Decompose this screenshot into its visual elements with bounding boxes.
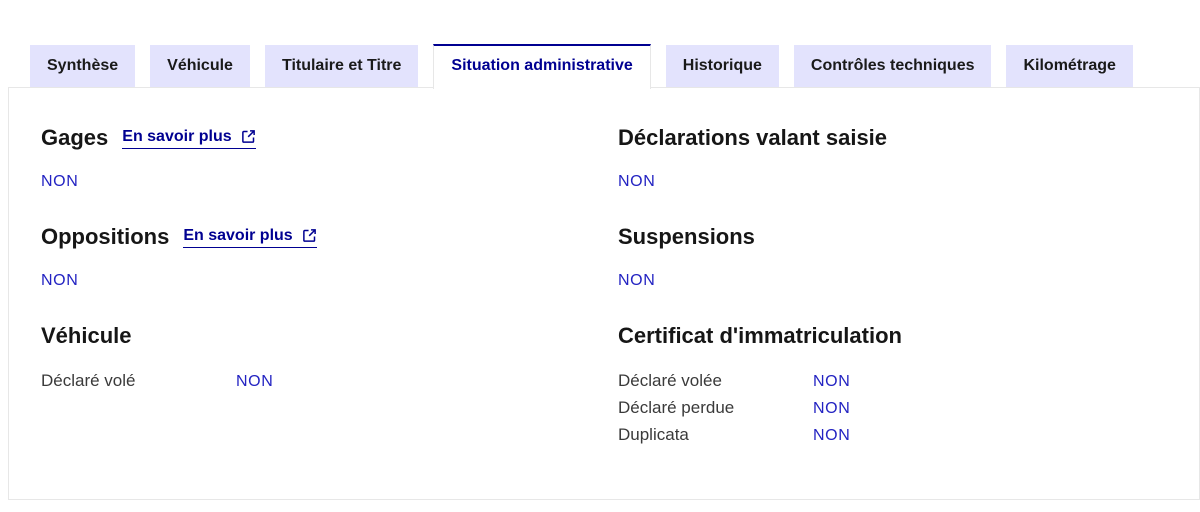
- vehicule-rows: Déclaré volé NON: [41, 368, 590, 395]
- status-value: NON: [813, 400, 851, 417]
- row-label: Déclaré volée: [618, 371, 722, 390]
- section-heading-row: Suspensions: [618, 223, 1167, 251]
- status-value: NON: [236, 373, 274, 390]
- section-title-suspensions: Suspensions: [618, 224, 755, 249]
- section-suspensions: Suspensions NON: [618, 223, 1167, 291]
- tab-kilometrage[interactable]: Kilométrage: [1006, 45, 1133, 87]
- tab-situation-administrative[interactable]: Situation administrative: [433, 44, 651, 89]
- section-title-certificat: Certificat d'immatriculation: [618, 323, 902, 348]
- right-column: Déclarations valant saisie NON Suspensio…: [618, 124, 1167, 480]
- section-vehicule: Véhicule Déclaré volé NON: [41, 322, 590, 395]
- status-value: NON: [813, 373, 851, 390]
- certificat-rows: Déclaré volée NON Déclaré perdue NON Dup…: [618, 368, 1167, 449]
- tab-bar: Synthèse Véhicule Titulaire et Titre Sit…: [0, 0, 1200, 89]
- section-title-gages: Gages: [41, 125, 109, 150]
- external-link-icon: [302, 229, 316, 242]
- row-label: Déclaré volé: [41, 371, 136, 390]
- suspensions-status-value: NON: [618, 272, 656, 289]
- tab-controles-techniques[interactable]: Contrôles techniques: [793, 45, 992, 87]
- section-gages: Gages En savoir plus NON: [41, 124, 590, 192]
- sections-grid: Gages En savoir plus NON: [9, 88, 1199, 480]
- section-oppositions: Oppositions En savoir plus NON: [41, 223, 590, 291]
- section-heading-row: Gages En savoir plus: [41, 124, 590, 152]
- section-title-vehicule: Véhicule: [41, 323, 132, 348]
- left-column: Gages En savoir plus NON: [41, 124, 590, 480]
- gages-status-value: NON: [41, 173, 79, 190]
- section-title-declarations: Déclarations valant saisie: [618, 125, 888, 150]
- section-heading-row: Certificat d'immatriculation: [618, 322, 1167, 350]
- tab-vehicule[interactable]: Véhicule: [150, 45, 250, 87]
- oppositions-en-savoir-plus-link[interactable]: En savoir plus: [183, 226, 317, 248]
- table-row: Déclaré volée NON: [618, 368, 1167, 395]
- section-heading-row: Véhicule: [41, 322, 590, 350]
- gages-en-savoir-plus-link[interactable]: En savoir plus: [122, 127, 256, 149]
- content-panel: Gages En savoir plus NON: [8, 87, 1200, 500]
- section-heading-row: Oppositions En savoir plus: [41, 223, 590, 251]
- section-declarations-valant-saisie: Déclarations valant saisie NON: [618, 124, 1167, 192]
- tab-titulaire-et-titre[interactable]: Titulaire et Titre: [264, 45, 419, 87]
- tab-synthese[interactable]: Synthèse: [30, 45, 136, 87]
- declarations-status-value: NON: [618, 173, 656, 190]
- oppositions-status-value: NON: [41, 272, 79, 289]
- table-row: Déclaré volé NON: [41, 368, 590, 395]
- external-link-icon: [241, 130, 255, 143]
- row-label: Déclaré perdue: [618, 398, 735, 417]
- section-title-oppositions: Oppositions: [41, 224, 170, 249]
- row-label: Duplicata: [618, 425, 689, 444]
- table-row: Déclaré perdue NON: [618, 395, 1167, 422]
- table-row: Duplicata NON: [618, 422, 1167, 449]
- section-heading-row: Déclarations valant saisie: [618, 124, 1167, 152]
- link-label: En savoir plus: [122, 127, 232, 145]
- status-value: NON: [813, 427, 851, 444]
- link-label: En savoir plus: [183, 226, 293, 244]
- tab-historique[interactable]: Historique: [665, 45, 779, 87]
- page: Synthèse Véhicule Titulaire et Titre Sit…: [0, 0, 1200, 500]
- section-certificat-immatriculation: Certificat d'immatriculation Déclaré vol…: [618, 322, 1167, 449]
